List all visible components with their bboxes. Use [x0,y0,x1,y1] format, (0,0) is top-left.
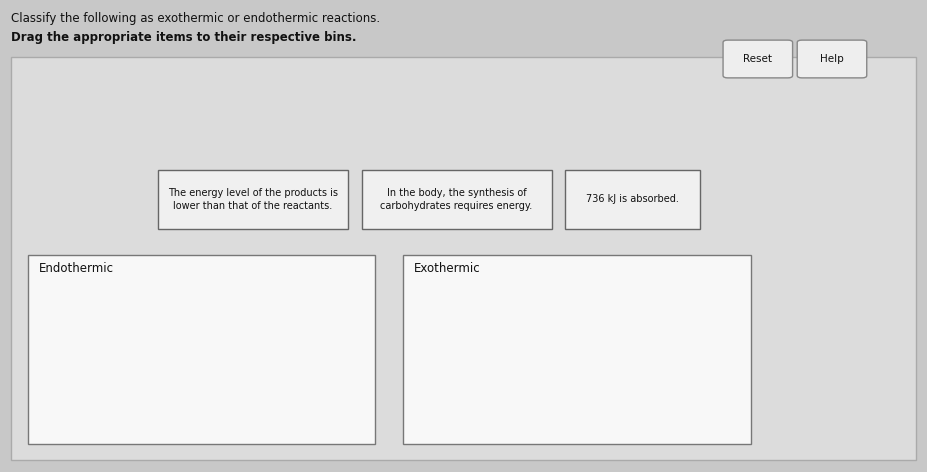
FancyBboxPatch shape [403,255,751,444]
Text: Help: Help [820,54,844,64]
FancyBboxPatch shape [565,170,700,229]
FancyBboxPatch shape [723,40,793,78]
FancyBboxPatch shape [797,40,867,78]
Text: Exothermic: Exothermic [414,262,481,275]
FancyBboxPatch shape [11,57,916,460]
Text: Drag the appropriate items to their respective bins.: Drag the appropriate items to their resp… [11,31,357,44]
Text: Reset: Reset [743,54,772,64]
Text: The energy level of the products is
lower than that of the reactants.: The energy level of the products is lowe… [168,188,337,211]
Text: 736 kJ is absorbed.: 736 kJ is absorbed. [586,194,679,204]
FancyBboxPatch shape [362,170,552,229]
FancyBboxPatch shape [28,255,375,444]
FancyBboxPatch shape [158,170,348,229]
Text: Classify the following as exothermic or endothermic reactions.: Classify the following as exothermic or … [11,12,380,25]
Text: Endothermic: Endothermic [39,262,114,275]
Text: In the body, the synthesis of
carbohydrates requires energy.: In the body, the synthesis of carbohydra… [380,188,533,211]
